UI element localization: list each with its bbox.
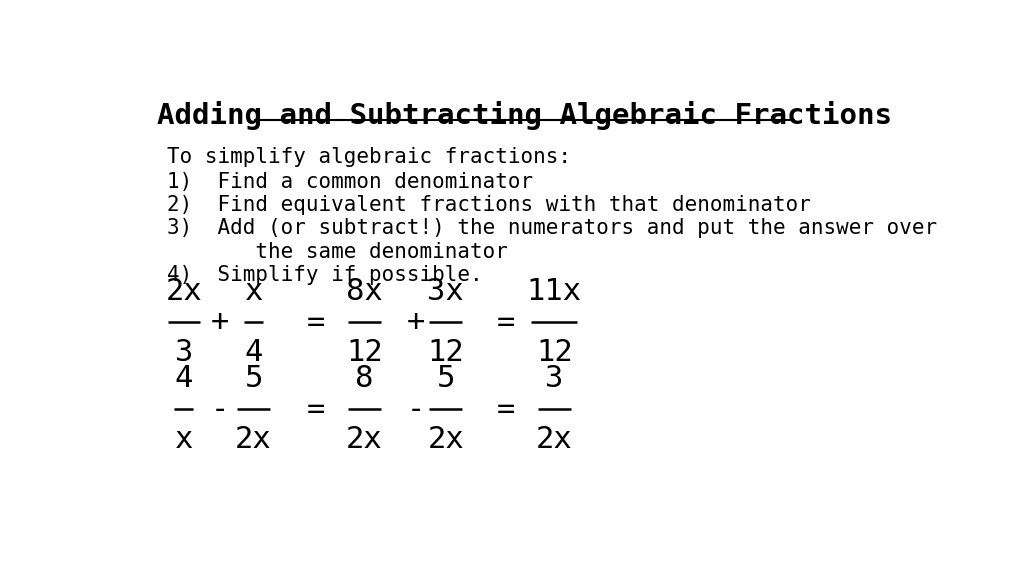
Text: 5: 5 [436, 364, 455, 393]
Text: +: + [210, 308, 228, 336]
Text: 4: 4 [175, 364, 193, 393]
Text: 11x: 11x [526, 277, 582, 306]
Text: x: x [245, 277, 263, 306]
Text: 8x: 8x [346, 277, 383, 306]
Text: 3x: 3x [427, 277, 464, 306]
Text: 12: 12 [536, 338, 572, 367]
Text: 12: 12 [427, 338, 464, 367]
Text: 1)  Find a common denominator: 1) Find a common denominator [167, 172, 532, 192]
Text: 12: 12 [346, 338, 383, 367]
Text: =: = [497, 395, 515, 423]
Text: +: + [408, 308, 426, 336]
Text: 4)  Simplify if possible.: 4) Simplify if possible. [167, 265, 482, 285]
Text: 3: 3 [545, 364, 563, 393]
Text: 8: 8 [355, 364, 374, 393]
Text: -: - [210, 395, 228, 423]
Text: 5: 5 [245, 364, 263, 393]
Text: To simplify algebraic fractions:: To simplify algebraic fractions: [167, 147, 570, 167]
Text: x: x [175, 425, 193, 454]
Text: =: = [497, 308, 515, 336]
Text: =: = [306, 308, 325, 336]
Text: 3: 3 [175, 338, 193, 367]
Text: 3)  Add (or subtract!) the numerators and put the answer over: 3) Add (or subtract!) the numerators and… [167, 218, 937, 238]
Text: 2x: 2x [166, 277, 202, 306]
Text: 2x: 2x [346, 425, 383, 454]
Text: the same denominator: the same denominator [167, 241, 508, 262]
Text: Adding and Subtracting Algebraic Fractions: Adding and Subtracting Algebraic Fractio… [158, 101, 892, 130]
Text: =: = [306, 395, 325, 423]
Text: 2x: 2x [236, 425, 272, 454]
Text: -: - [408, 395, 426, 423]
Text: 2x: 2x [427, 425, 464, 454]
Text: 4: 4 [245, 338, 263, 367]
Text: 2)  Find equivalent fractions with that denominator: 2) Find equivalent fractions with that d… [167, 195, 811, 215]
Text: 2x: 2x [536, 425, 572, 454]
